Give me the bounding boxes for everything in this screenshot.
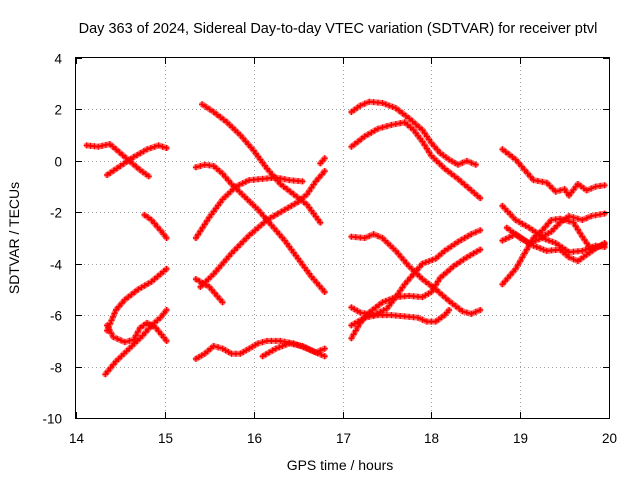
- chart-title: Day 363 of 2024, Sidereal Day-to-day VTE…: [79, 21, 598, 37]
- y-axis: -10 -8 -6 -4 -2 0 2 4: [42, 52, 609, 427]
- series-line: [106, 321, 168, 344]
- plus-markers: [192, 161, 328, 295]
- y-axis-label: SDTVAR / TECUs: [6, 182, 22, 294]
- plus-markers: [104, 319, 170, 346]
- data-series-s16: [348, 119, 484, 202]
- y-tick-label: -2: [50, 206, 62, 221]
- x-tick-label: 20: [602, 431, 617, 446]
- plus-markers: [104, 265, 170, 334]
- data-series-s2: [104, 142, 170, 178]
- plus-markers: [348, 307, 453, 329]
- plus-markers: [499, 146, 608, 199]
- data-series-s14: [259, 340, 328, 360]
- plus-markers: [199, 101, 324, 226]
- data-series-s15: [348, 98, 479, 168]
- x-tick-label: 18: [424, 431, 439, 446]
- plus-markers: [141, 211, 170, 241]
- data-series-s9: [192, 174, 306, 241]
- series-track: [348, 246, 484, 342]
- data-series-s1: [83, 141, 152, 180]
- data-series-s3: [141, 211, 170, 241]
- data-series-s21: [499, 146, 608, 199]
- plus-markers: [348, 227, 484, 319]
- plus-markers: [192, 174, 306, 241]
- data-series-s20: [348, 307, 453, 329]
- plus-markers: [197, 168, 328, 290]
- plus-markers: [348, 119, 484, 202]
- data-series-s18: [348, 246, 484, 342]
- y-tick-label: -6: [50, 309, 62, 324]
- x-tick-label: 15: [158, 431, 173, 446]
- x-axis-label: GPS time / hours: [287, 457, 394, 473]
- plus-markers: [317, 155, 328, 167]
- data-series-s4: [104, 265, 170, 334]
- x-tick-label: 14: [69, 431, 85, 446]
- y-tick-label: 2: [54, 103, 62, 118]
- y-tick-label: -4: [50, 258, 62, 273]
- grid-layer: [76, 58, 609, 418]
- plot-frame: [75, 57, 610, 419]
- series-layer: [83, 98, 608, 378]
- y-tick-label: 0: [54, 155, 62, 170]
- plus-markers: [259, 340, 328, 360]
- x-axis: 14 15 16 17 18 19 20: [69, 58, 617, 446]
- y-tick-label: 4: [54, 52, 62, 67]
- data-series-s6: [104, 319, 170, 346]
- data-series-s19: [348, 227, 484, 319]
- data-series-s8: [192, 161, 328, 295]
- plus-markers: [348, 98, 479, 168]
- data-series-s11: [197, 168, 328, 290]
- plus-markers: [104, 142, 170, 178]
- y-tick-label: -8: [50, 361, 62, 376]
- y-tick-label: -10: [42, 412, 62, 427]
- data-series-s12: [317, 155, 328, 167]
- data-series-s25: [499, 231, 608, 256]
- plus-markers: [499, 231, 608, 256]
- x-tick-label: 19: [513, 431, 528, 446]
- x-tick-label: 16: [247, 431, 262, 446]
- x-tick-label: 17: [336, 431, 351, 446]
